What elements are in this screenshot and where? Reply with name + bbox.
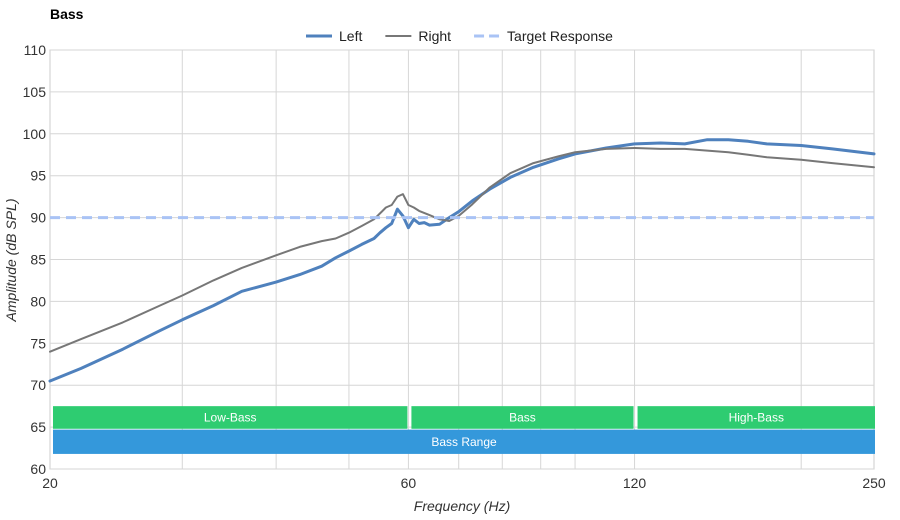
y-axis-ticks: 60 65 70 75 80 85 90 95 100 105 110 [23,42,47,477]
legend-item-right: Right [385,28,451,44]
band-label: Bass [509,410,536,424]
y-tick-label: 85 [30,252,46,268]
y-tick-label: 90 [30,210,46,226]
x-tick-label: 120 [623,475,647,491]
y-tick-label: 105 [23,84,47,100]
frequency-bands: Low-Bass Bass High-Bass Bass Range [53,406,875,454]
band-bass-range: Bass Range [53,429,875,454]
legend-item-left: Left [306,28,362,44]
band-label: High-Bass [729,410,784,424]
band-low-bass: Low-Bass [53,406,408,429]
y-tick-label: 100 [23,126,47,142]
legend-label: Target Response [507,28,613,44]
y-axis-label: Amplitude (dB SPL) [3,199,19,323]
band-bar [637,406,875,429]
legend-label: Right [418,28,451,44]
band-bar [53,406,408,429]
x-tick-label: 20 [42,475,58,491]
y-tick-label: 60 [30,461,46,477]
grid [49,49,875,470]
band-bar [411,406,634,429]
y-tick-label: 65 [30,419,46,435]
legend: Left Right Target Response [306,28,613,44]
series-line-left [48,138,876,383]
series-line-right [49,147,875,353]
band-label: Low-Bass [204,410,257,424]
band-bar [53,429,875,454]
x-axis-label: Frequency (Hz) [414,498,510,514]
y-tick-label: 80 [30,293,46,309]
legend-label: Left [339,28,362,44]
series-lines [48,138,876,383]
legend-item-target-response: Target Response [474,28,613,44]
y-tick-label: 95 [30,168,46,184]
y-tick-label: 75 [30,335,46,351]
x-tick-label: 250 [862,475,886,491]
band-label: Bass Range [431,435,497,449]
band-high-bass: High-Bass [637,406,875,429]
x-tick-label: 60 [401,475,417,491]
y-tick-label: 110 [24,42,47,58]
band-bass: Bass [411,406,634,429]
y-tick-label: 70 [30,377,46,393]
chart-title: Bass [50,6,84,22]
x-axis-ticks: 20 60 120 250 [42,475,886,491]
